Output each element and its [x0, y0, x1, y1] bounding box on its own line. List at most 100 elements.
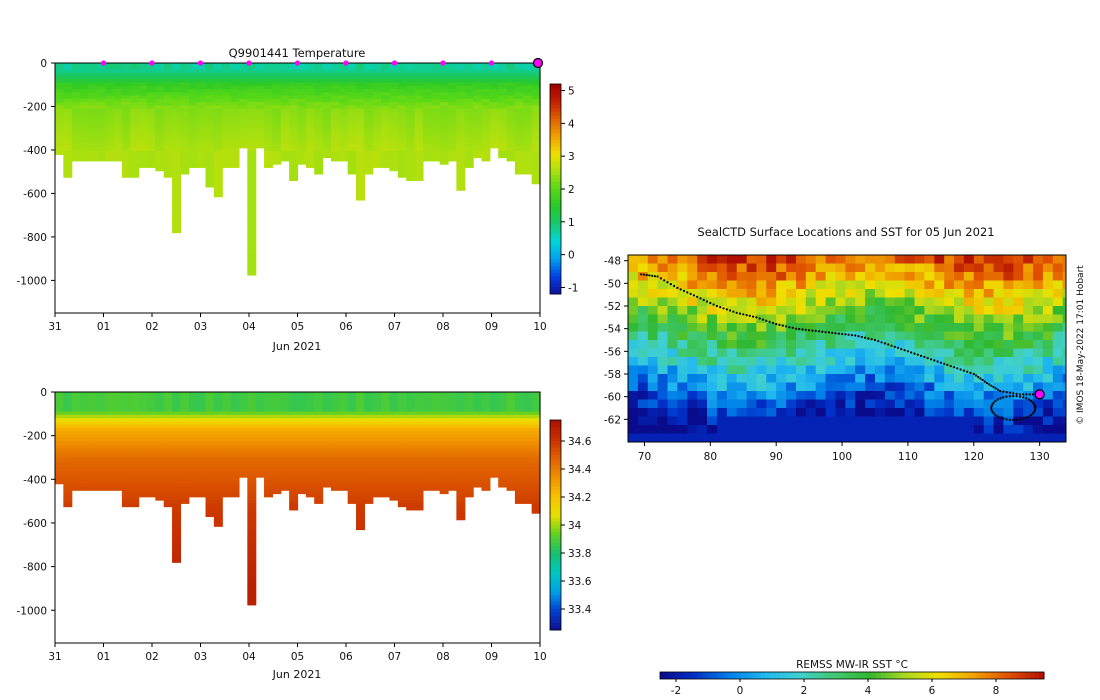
section-cell — [389, 486, 399, 491]
section-cell — [531, 477, 541, 481]
section-cell — [80, 392, 90, 396]
section-cell — [456, 418, 466, 423]
sst-cell — [825, 297, 837, 307]
section-cell — [138, 85, 148, 90]
sst-cell — [875, 391, 886, 401]
section-cell — [473, 477, 483, 481]
section-cell — [414, 108, 424, 113]
sst-cell — [726, 382, 738, 392]
section-cell — [381, 477, 391, 481]
section-cell — [514, 118, 524, 123]
section-cell — [364, 441, 374, 445]
sst-cell — [944, 272, 955, 282]
section-cell — [188, 124, 198, 129]
section-cell — [272, 464, 282, 468]
sst-cell — [647, 374, 659, 384]
section-cell — [489, 434, 499, 439]
sst-cell — [904, 272, 916, 282]
sst-cell — [845, 263, 856, 273]
section-cell — [406, 102, 416, 106]
section-cell — [481, 121, 491, 126]
sst-cell — [657, 433, 669, 442]
section-cell — [330, 450, 340, 455]
section-cell — [188, 447, 198, 452]
section-cell — [523, 79, 533, 84]
sst-cell — [776, 348, 787, 358]
section-cell — [531, 164, 541, 168]
section-cell — [531, 102, 541, 106]
sst-cell — [944, 365, 955, 375]
section-cell — [121, 95, 131, 100]
section-cell — [523, 441, 533, 445]
section-cell — [356, 424, 365, 429]
section-cell — [88, 486, 98, 491]
section-cell — [113, 82, 123, 87]
section-cell — [255, 131, 265, 136]
sst-cell — [845, 425, 856, 435]
section-cell — [80, 154, 90, 159]
section-cell — [414, 115, 424, 120]
section-cell — [514, 395, 524, 400]
section-cell — [481, 76, 491, 80]
section-cell — [272, 460, 282, 465]
section-cell — [322, 147, 332, 152]
section-cell — [289, 89, 299, 93]
section-cell — [272, 428, 282, 432]
section-cell — [155, 128, 165, 133]
section-cell — [188, 121, 198, 126]
section-cell — [172, 226, 182, 230]
section-cell — [406, 108, 416, 113]
sst-cell — [993, 348, 1004, 358]
section-cell — [498, 141, 508, 146]
section-cell — [531, 483, 541, 488]
section-cell — [523, 89, 533, 93]
section-cell — [80, 457, 90, 462]
section-cell — [498, 467, 508, 472]
section-cell — [531, 154, 541, 159]
sst-cell — [736, 433, 748, 442]
sst-cell — [934, 433, 945, 442]
section-cell — [138, 486, 148, 491]
section-cell — [88, 128, 98, 133]
section-cell — [439, 79, 449, 84]
section-cell — [71, 464, 81, 468]
section-cell — [205, 170, 215, 175]
sst-cell — [904, 280, 916, 290]
sst-cell — [914, 357, 925, 367]
section-cell — [197, 102, 207, 106]
section-cell — [255, 144, 265, 149]
section-cell — [531, 408, 541, 413]
sst-cell — [726, 433, 738, 442]
section-cell — [406, 434, 416, 439]
sst-cell — [697, 331, 708, 341]
section-cell — [506, 392, 516, 396]
section-cell — [197, 486, 207, 491]
section-cell — [247, 503, 257, 508]
sst-cell — [647, 263, 659, 273]
section-cell — [364, 395, 374, 400]
sst-cell — [914, 425, 925, 435]
section-cell — [213, 89, 223, 93]
section-cell — [113, 115, 123, 120]
section-cell — [322, 85, 332, 90]
section-cell — [163, 118, 173, 123]
section-cell — [381, 408, 391, 413]
section-cell — [205, 69, 215, 74]
section-cell — [172, 398, 182, 403]
section-cell — [322, 405, 332, 409]
section-cell — [498, 473, 508, 478]
section-cell — [322, 398, 332, 403]
section-cell — [163, 124, 173, 129]
sst-cell — [993, 416, 1004, 426]
sst-cell — [756, 365, 767, 375]
section-cell — [314, 76, 324, 80]
section-cell — [439, 401, 449, 406]
sst-cell — [855, 306, 866, 316]
sst-cell — [934, 331, 945, 341]
section-cell — [381, 98, 391, 103]
sst-cell — [855, 408, 866, 418]
section-cell — [531, 131, 541, 136]
section-cell — [130, 503, 140, 508]
colorbar-segment — [550, 108, 561, 113]
sst-cell — [796, 425, 807, 435]
